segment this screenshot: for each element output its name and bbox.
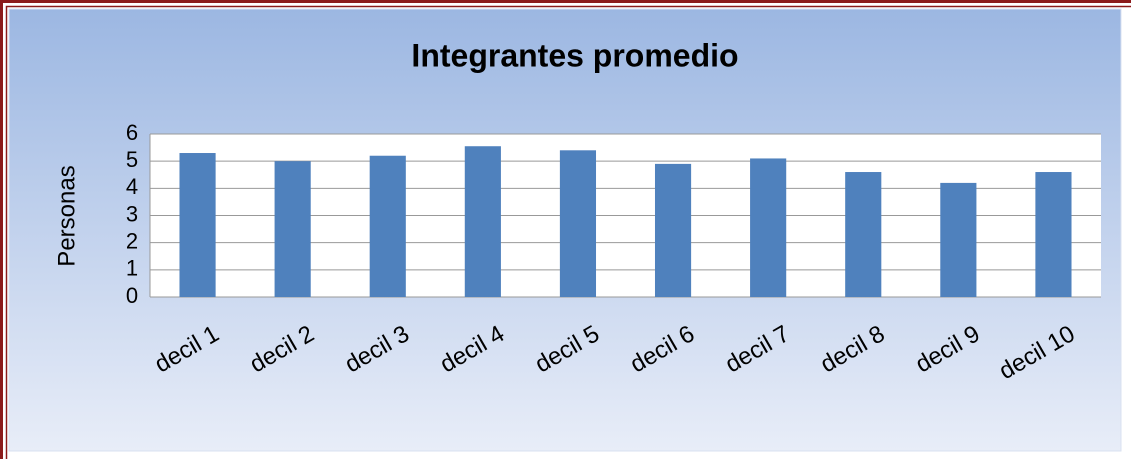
chart-title: Integrantes promedio <box>411 37 738 73</box>
y-tick-label: 5 <box>126 147 138 172</box>
bar <box>845 172 882 297</box>
bar <box>750 158 787 297</box>
bar <box>274 161 311 297</box>
bar <box>654 163 692 297</box>
bar <box>464 146 501 297</box>
y-tick-label: 6 <box>126 120 138 145</box>
y-tick-label: 3 <box>126 201 138 226</box>
bar <box>559 150 597 297</box>
frame <box>5 5 1131 459</box>
y-tick-label: 2 <box>126 228 138 253</box>
bar <box>940 182 977 297</box>
bar <box>179 153 216 297</box>
bar <box>1035 172 1072 297</box>
y-tick-label: 1 <box>126 256 138 281</box>
bar <box>369 155 406 297</box>
y-tick-label: 0 <box>126 283 138 308</box>
y-tick-label: 4 <box>126 174 138 199</box>
y-axis-label: Personas <box>53 165 80 266</box>
